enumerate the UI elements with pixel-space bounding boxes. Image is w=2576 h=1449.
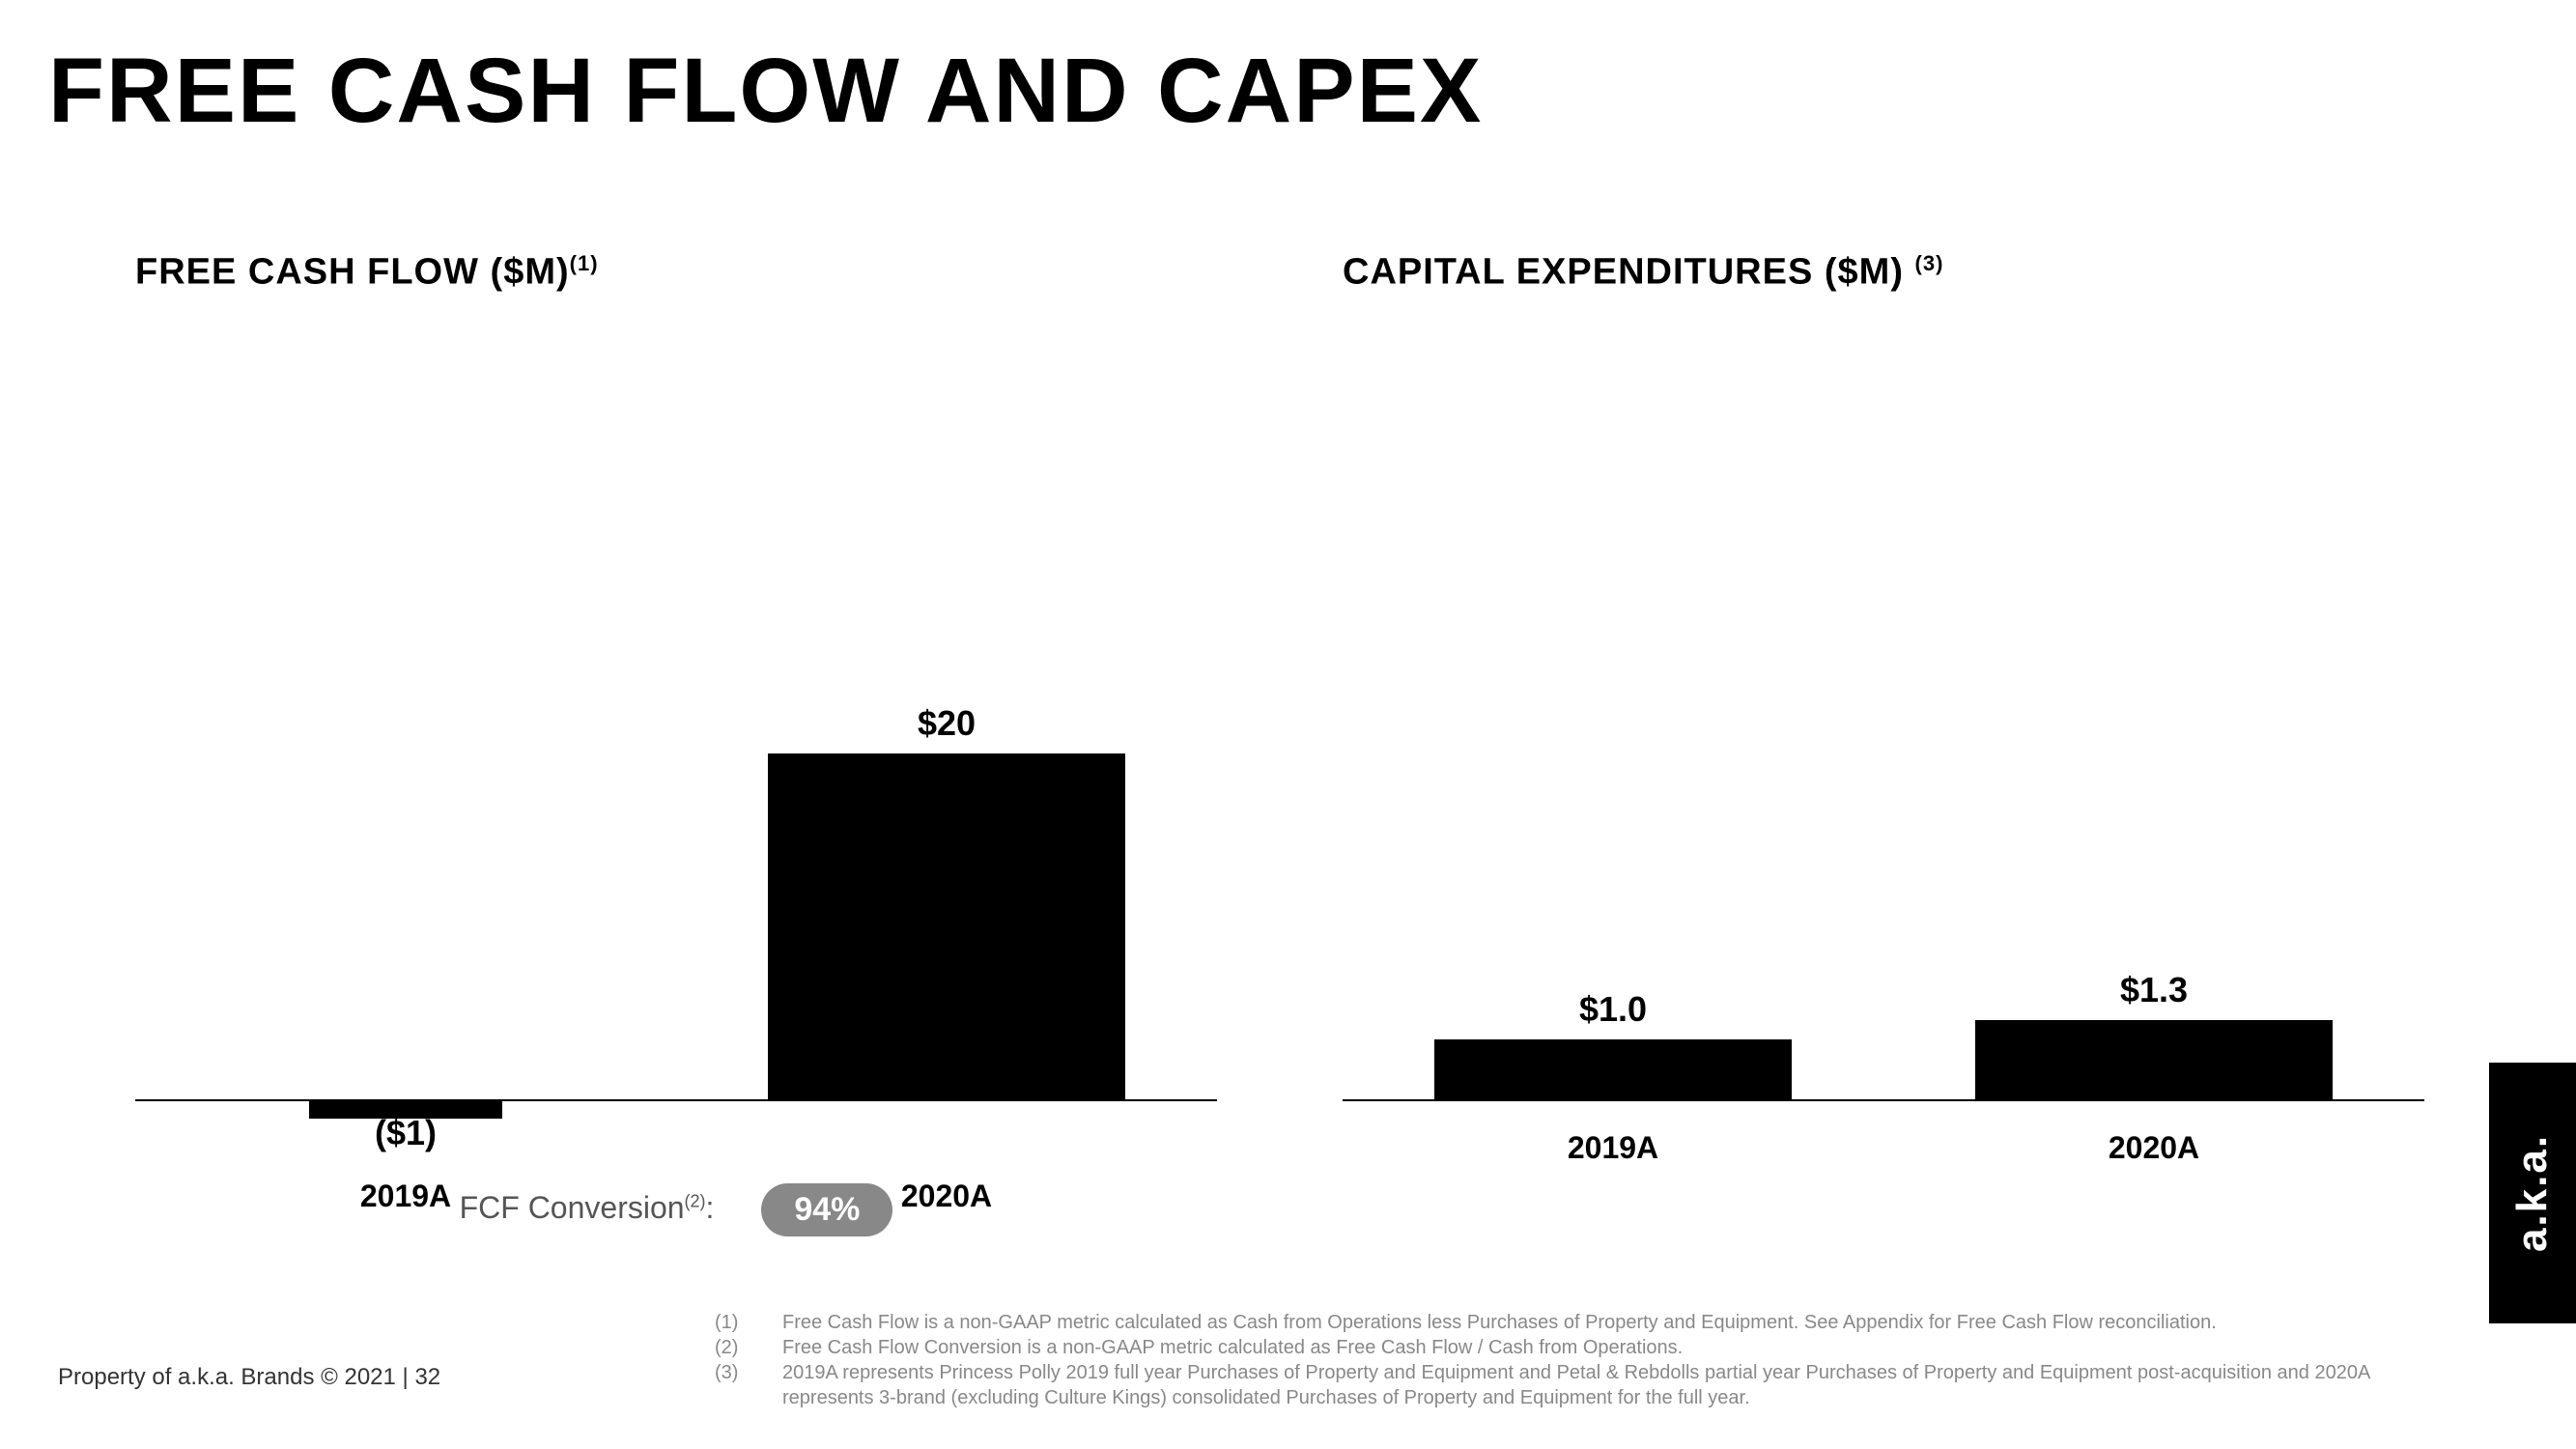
capex-title-text: CAPITAL EXPENDITURES ($M) [1343, 252, 1904, 293]
fcf-plot: ($1)2019A$202020A [135, 589, 1217, 1101]
capex-bar-value: $1.3 [2120, 970, 2188, 1010]
capex-title-sup: (3) [1915, 251, 1944, 275]
capex-bar [1434, 1039, 1792, 1101]
charts-container: FREE CASH FLOW ($M)(1) ($1)2019A$202020A… [135, 251, 2441, 1256]
capex-bar-value: $1.0 [1579, 989, 1647, 1030]
fcf-chart-title: FREE CASH FLOW ($M)(1) [135, 251, 1217, 294]
capex-chart: CAPITAL EXPENDITURES ($M) (3) $1.02019A$… [1343, 251, 2424, 1256]
footnote-row: (2) Free Cash Flow Conversion is a non-GA… [715, 1335, 2460, 1360]
fcf-bar-slot: $202020A [676, 589, 1217, 1101]
capex-bar-slot: $1.32020A [1883, 589, 2424, 1101]
brand-tab-label: a.k.a. [2508, 1134, 2557, 1252]
footnote-row: (3) 2019A represents Princess Polly 2019 … [715, 1360, 2460, 1410]
fcf-conversion-sup: (2) [685, 1191, 706, 1210]
footnote-text: 2019A represents Princess Polly 2019 ful… [782, 1360, 2460, 1410]
fcf-bar-value: ($1) [375, 1113, 437, 1153]
footnotes: (1) Free Cash Flow is a non-GAAP metric c… [715, 1310, 2460, 1410]
fcf-conversion-colon: : [706, 1190, 715, 1225]
fcf-conversion-pill: 94% [761, 1183, 892, 1236]
fcf-bar-value: $20 [918, 703, 976, 744]
footnote-num: (1) [715, 1310, 753, 1335]
footnote-text: Free Cash Flow is a non-GAAP metric calc… [782, 1310, 2217, 1335]
fcf-title-text: FREE CASH FLOW ($M) [135, 252, 570, 293]
fcf-conversion-row: FCF Conversion(2): 94% [135, 1183, 1217, 1236]
capex-category-label: 2019A [1568, 1130, 1658, 1166]
fcf-conversion-label: FCF Conversion [460, 1190, 685, 1225]
copyright: Property of a.k.a. Brands © 2021 | 32 [58, 1364, 440, 1391]
capex-category-label: 2020A [2109, 1130, 2199, 1166]
page-title: FREE CASH FLOW AND CAPEX [48, 39, 1483, 144]
fcf-bar [768, 753, 1125, 1101]
fcf-chart: FREE CASH FLOW ($M)(1) ($1)2019A$202020A… [135, 251, 1217, 1256]
capex-plot: $1.02019A$1.32020A [1343, 589, 2424, 1101]
fcf-bar-slot: ($1)2019A [135, 589, 676, 1101]
capex-bar [1975, 1020, 2333, 1101]
fcf-title-sup: (1) [570, 251, 599, 275]
footnote-num: (3) [715, 1360, 753, 1410]
footnote-row: (1) Free Cash Flow is a non-GAAP metric c… [715, 1310, 2460, 1335]
footnote-num: (2) [715, 1335, 753, 1360]
capex-chart-title: CAPITAL EXPENDITURES ($M) (3) [1343, 251, 2424, 294]
brand-tab: a.k.a. [2489, 1063, 2576, 1323]
footnote-text: Free Cash Flow Conversion is a non-GAAP … [782, 1335, 1683, 1360]
capex-bar-slot: $1.02019A [1343, 589, 1883, 1101]
